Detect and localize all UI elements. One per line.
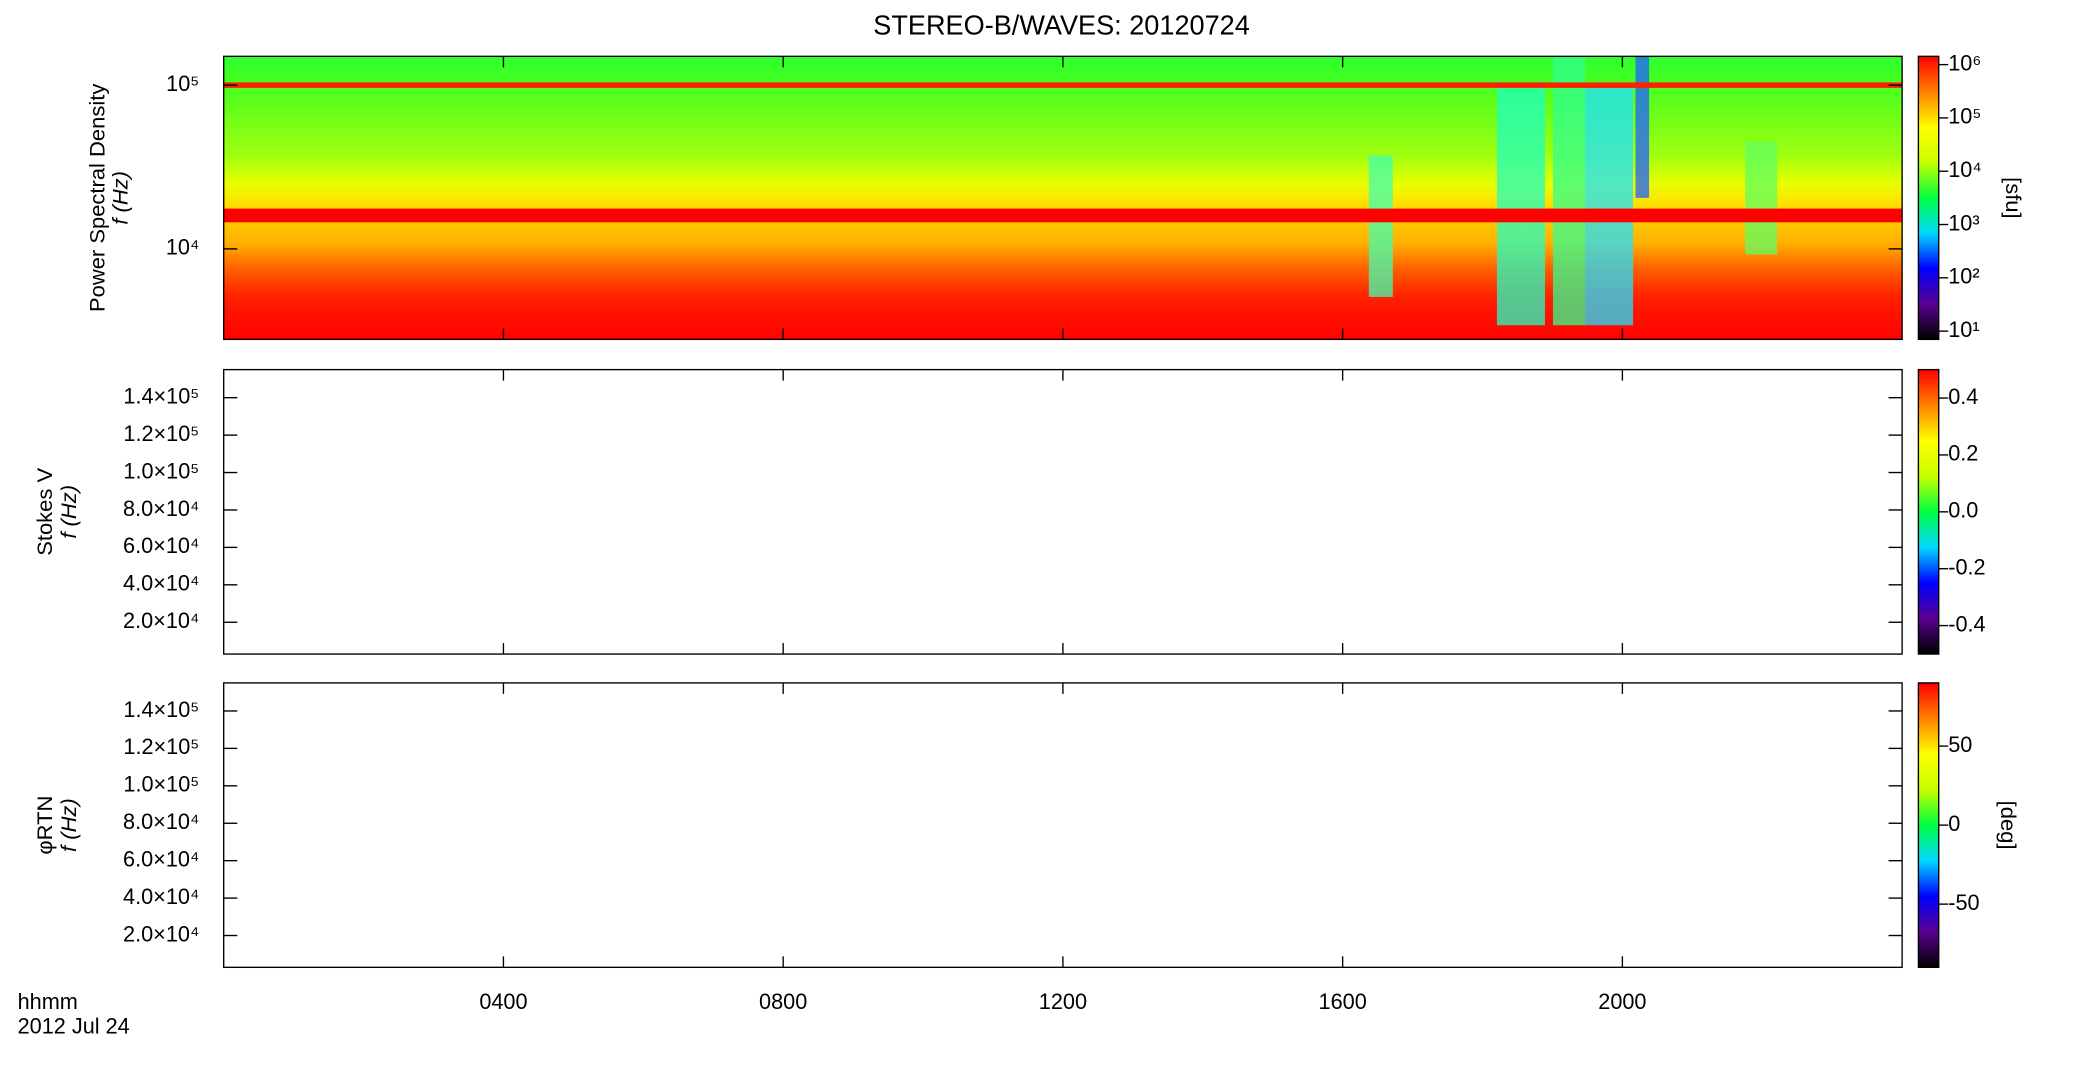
y-tick-label: 6.0×10⁴ [123,533,199,558]
colorbar-tick-label: -0.4 [1948,611,1985,636]
plot-frame [223,682,1903,969]
colorbar-tick-label: 10⁶ [1948,50,1981,75]
y-axis-label: f (Hz) [56,798,81,852]
plot-frame [223,368,1903,655]
emission-band [223,208,1903,223]
y-axis-label: Stokes V [32,467,57,555]
colorbar-tick-label: 10¹ [1948,317,1979,342]
colorbar-label: [deg] [1996,801,2021,850]
y-tick-label: 1.0×10⁵ [123,771,199,796]
spectrogram-patch [1745,141,1778,255]
x-axis-date: 2012 Jul 24 [18,1013,130,1038]
emission-line [223,82,1903,88]
y-tick-label: 1.0×10⁵ [123,458,199,483]
colorbar [1917,368,1940,655]
y-tick-label: 8.0×10⁴ [123,496,199,521]
colorbar-tick-label: 10² [1948,263,1979,288]
colorbar [1917,55,1940,341]
colorbar-tick-label: -0.2 [1948,554,1985,579]
colorbar-tick-label: 10⁵ [1948,104,1981,129]
x-tick-label: 2000 [1598,989,1646,1014]
spectrogram-patch [1496,84,1545,326]
colorbar-tick-label: 0.4 [1948,384,1978,409]
y-axis-label: f (Hz) [108,171,133,225]
colorbar-tick-label: 10⁴ [1948,157,1981,182]
y-tick-label: 1.2×10⁵ [123,734,199,759]
colorbar-tick-label: 0 [1948,811,1960,836]
y-tick-label: 1.2×10⁵ [123,421,199,446]
y-tick-label: 2.0×10⁴ [123,608,199,633]
y-tick-label: 10⁴ [166,235,199,260]
y-tick-label: 1.4×10⁵ [123,383,199,408]
y-axis-label: φRTN [32,796,57,855]
colorbar-tick-label: 0.0 [1948,498,1978,523]
colorbar-tick-label: 10³ [1948,210,1979,235]
x-axis-label: hhmm [18,989,78,1014]
colorbar-tick-label: 0.2 [1948,441,1978,466]
x-tick-label: 0800 [759,989,807,1014]
y-tick-label: 10⁵ [166,71,199,96]
x-tick-label: 1200 [1039,989,1087,1014]
colorbar-tick-label: 50 [1948,732,1972,757]
spectrogram-patch [1368,155,1393,297]
y-tick-label: 8.0×10⁴ [123,809,199,834]
y-tick-label: 4.0×10⁴ [123,570,199,595]
y-axis-label: Power Spectral Density [85,84,110,312]
x-tick-label: 0400 [479,989,527,1014]
y-tick-label: 6.0×10⁴ [123,846,199,871]
y-tick-label: 1.4×10⁵ [123,697,199,722]
chart-title: STEREO-B/WAVES: 20120724 [873,10,1250,41]
colorbar [1917,682,1940,969]
y-tick-label: 2.0×10⁴ [123,921,199,946]
spectrogram-patch [1635,56,1650,198]
colorbar-label: [sfu] [2001,177,2026,219]
colorbar-tick-label: -50 [1948,890,1979,915]
x-tick-label: 1600 [1319,989,1367,1014]
spectrogram-patch [1552,56,1586,326]
y-axis-label: f (Hz) [56,485,81,539]
spectrogram-image [223,56,1903,340]
y-tick-label: 4.0×10⁴ [123,884,199,909]
spectrogram-patch [1585,84,1634,326]
